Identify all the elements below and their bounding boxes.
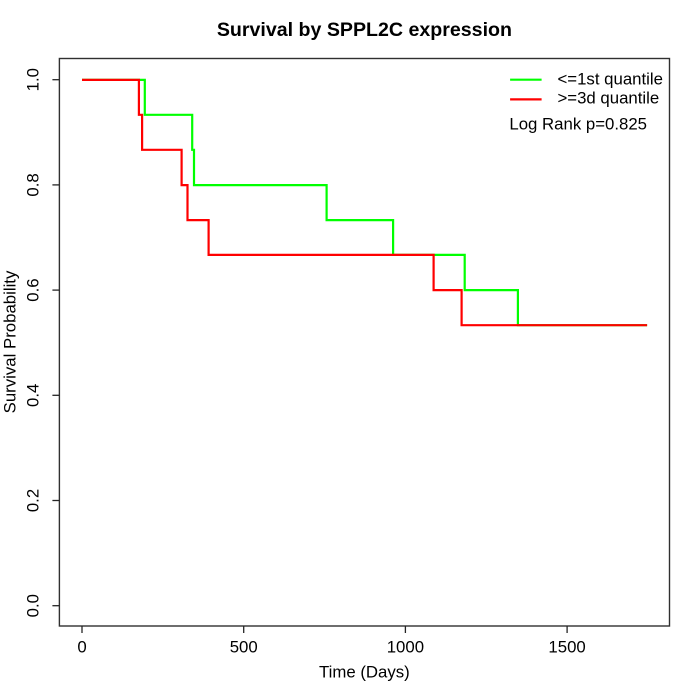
svg-text:Log Rank p=0.825: Log Rank p=0.825 — [509, 114, 647, 133]
svg-text:0.8: 0.8 — [24, 173, 43, 196]
svg-text:1500: 1500 — [548, 638, 585, 657]
svg-text:0.0: 0.0 — [24, 594, 43, 617]
svg-text:1000: 1000 — [387, 638, 424, 657]
svg-text:>=3d quantile: >=3d quantile — [558, 88, 660, 107]
svg-text:<=1st quantile: <=1st quantile — [558, 70, 663, 89]
svg-text:0.4: 0.4 — [24, 384, 43, 407]
svg-text:0.2: 0.2 — [24, 489, 43, 512]
svg-text:1.0: 1.0 — [24, 68, 43, 91]
svg-text:Survival by SPPL2C expression: Survival by SPPL2C expression — [217, 19, 512, 41]
svg-text:500: 500 — [230, 638, 258, 657]
svg-text:Time (Days): Time (Days) — [319, 663, 410, 682]
svg-text:0.6: 0.6 — [24, 278, 43, 301]
svg-text:0: 0 — [77, 638, 86, 657]
svg-text:Survival Probability: Survival Probability — [1, 270, 20, 413]
